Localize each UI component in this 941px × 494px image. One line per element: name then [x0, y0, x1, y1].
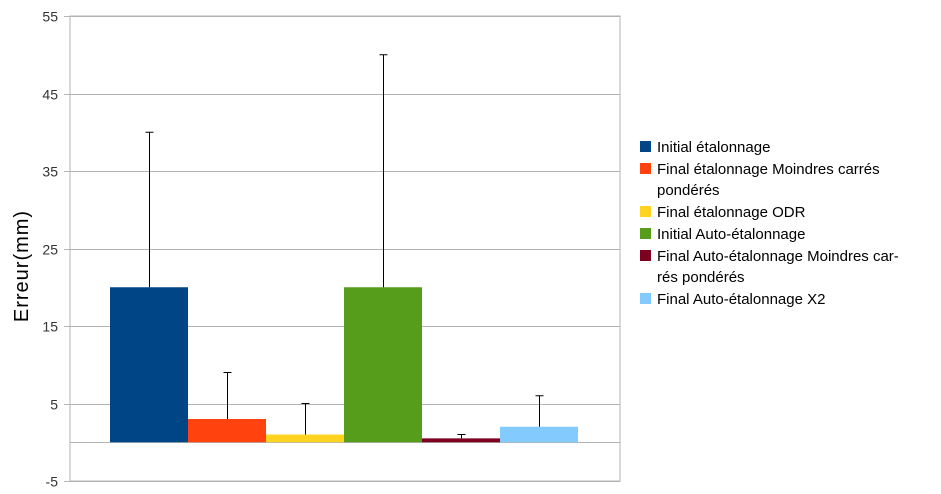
legend-swatch [640, 250, 651, 261]
legend: Initial étalonnage Final étalonnage Moind… [640, 139, 899, 308]
y-tick-label: 55 [42, 9, 58, 25]
legend-label: Final étalonnage Moindres carrés [657, 161, 880, 178]
legend-label: pondérés [657, 182, 720, 199]
legend-label: Final Auto-étalonnage Moindres car- [657, 248, 899, 265]
legend-swatch [640, 293, 651, 304]
legend-label: Initial étalonnage [657, 139, 770, 156]
legend-label: Initial Auto-étalonnage [657, 226, 805, 243]
bar [188, 419, 266, 443]
legend-label: Final étalonnage ODR [657, 204, 806, 221]
legend-swatch [640, 163, 651, 174]
bar [344, 287, 422, 443]
y-tick-label: -5 [46, 474, 59, 490]
bar [110, 287, 188, 443]
bars [110, 287, 578, 443]
legend-label: rés pondérés [657, 269, 745, 286]
y-tick-label: 35 [42, 164, 58, 180]
y-axis-label: Erreur(mm) [11, 210, 33, 322]
y-tick-label: 45 [42, 87, 58, 103]
legend-label: Final Auto-étalonnage X2 [657, 291, 825, 308]
y-tick-label: 5 [50, 397, 58, 413]
y-tick-label: 15 [42, 319, 58, 335]
bar [500, 426, 578, 443]
bar [266, 434, 344, 443]
y-axis: 55 45 35 25 15 5 -5 [42, 9, 620, 490]
bar [422, 438, 500, 443]
y-tick-label: 25 [42, 242, 58, 258]
legend-swatch [640, 141, 651, 152]
legend-swatch [640, 206, 651, 217]
error-bars [145, 54, 544, 439]
legend-swatch [640, 228, 651, 239]
